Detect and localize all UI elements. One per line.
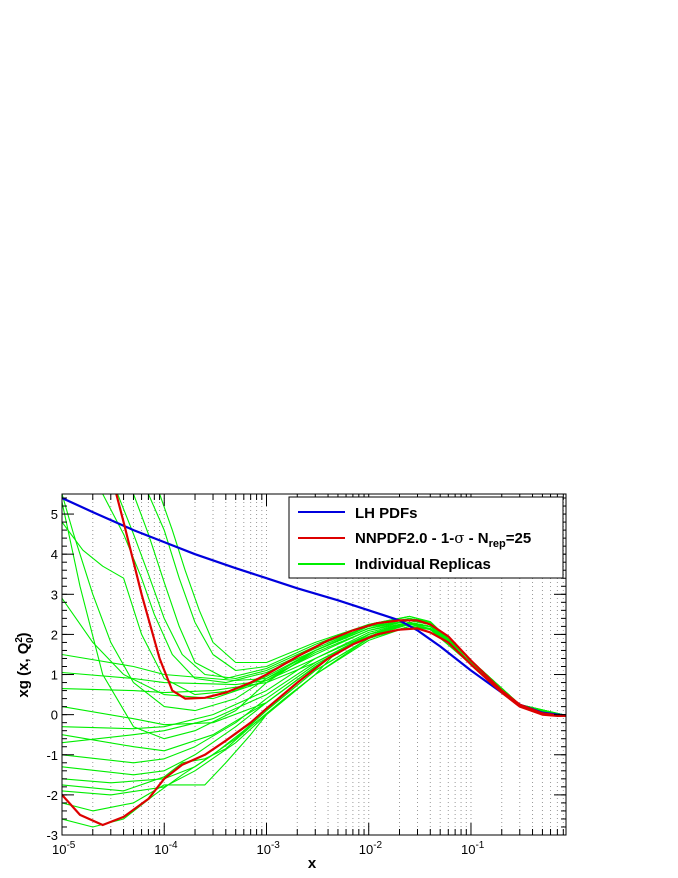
series-line-replica (62, 621, 566, 752)
series-line-nnpdf-lower (62, 627, 566, 827)
y-tick-label: 0 (51, 708, 58, 723)
y-tick-label: 2 (51, 627, 58, 642)
y-axis-title-end: ) (15, 632, 32, 637)
x-tick-label: 10-1 (461, 840, 485, 857)
y-axis-title-main: xg (x, Q (15, 642, 32, 697)
series-line-replica (62, 625, 566, 828)
y-tick-label: -3 (46, 828, 58, 843)
y-tick-label: -1 (46, 748, 58, 763)
y-tick-label: -2 (46, 788, 58, 803)
x-tick-label: 10-3 (256, 840, 280, 857)
series-line-replica (62, 621, 566, 726)
y-tick-label: 4 (51, 547, 58, 562)
y-tick-label: 1 (51, 668, 58, 683)
legend-label-lh: LH PDFs (355, 505, 418, 522)
y-axis-title: xg (x, Q20) (14, 632, 36, 697)
series-line-replica (62, 494, 566, 716)
legend-label-nnpdf: NNPDF2.0 - 1-σ - Nrep=25 (355, 529, 531, 550)
legend-nnpdf-end: =25 (506, 530, 531, 547)
legend-nnpdf-sigma: σ (454, 529, 464, 547)
series-line-replica (62, 625, 566, 812)
legend: LH PDFs NNPDF2.0 - 1-σ - Nrep=25 Individ… (288, 496, 564, 579)
plot-frame (61, 493, 567, 836)
x-axis-title: x (308, 855, 317, 872)
y-axis-title-sub: 0 (25, 637, 36, 643)
legend-nnpdf-mid: - N (464, 530, 488, 547)
legend-nnpdf-sub: rep (489, 538, 506, 550)
y-tick-label: 3 (51, 587, 58, 602)
x-tick-label: 10-2 (359, 840, 383, 857)
series-line-nnpdf-upper (115, 494, 566, 718)
series-line-replica (62, 597, 566, 717)
x-tick-label: 10-5 (52, 840, 76, 857)
legend-label-replicas: Individual Replicas (355, 556, 491, 573)
y-tick-label: 5 (51, 507, 58, 522)
legend-nnpdf-main: NNPDF2.0 - 1- (355, 530, 454, 547)
series-layer (62, 494, 566, 828)
y-axis-title-sup: 2 (14, 637, 25, 643)
svg-text:xg (x, Q20): xg (x, Q20) (14, 632, 36, 697)
x-tick-label: 10-4 (154, 840, 178, 857)
series-line-replica (62, 622, 566, 764)
axis-tick-labels: 10-5 10-4 10-3 10-2 10-1 -3 -2 -1 0 1 2 3 4 5 (46, 507, 484, 857)
series-line-replica (62, 625, 566, 784)
